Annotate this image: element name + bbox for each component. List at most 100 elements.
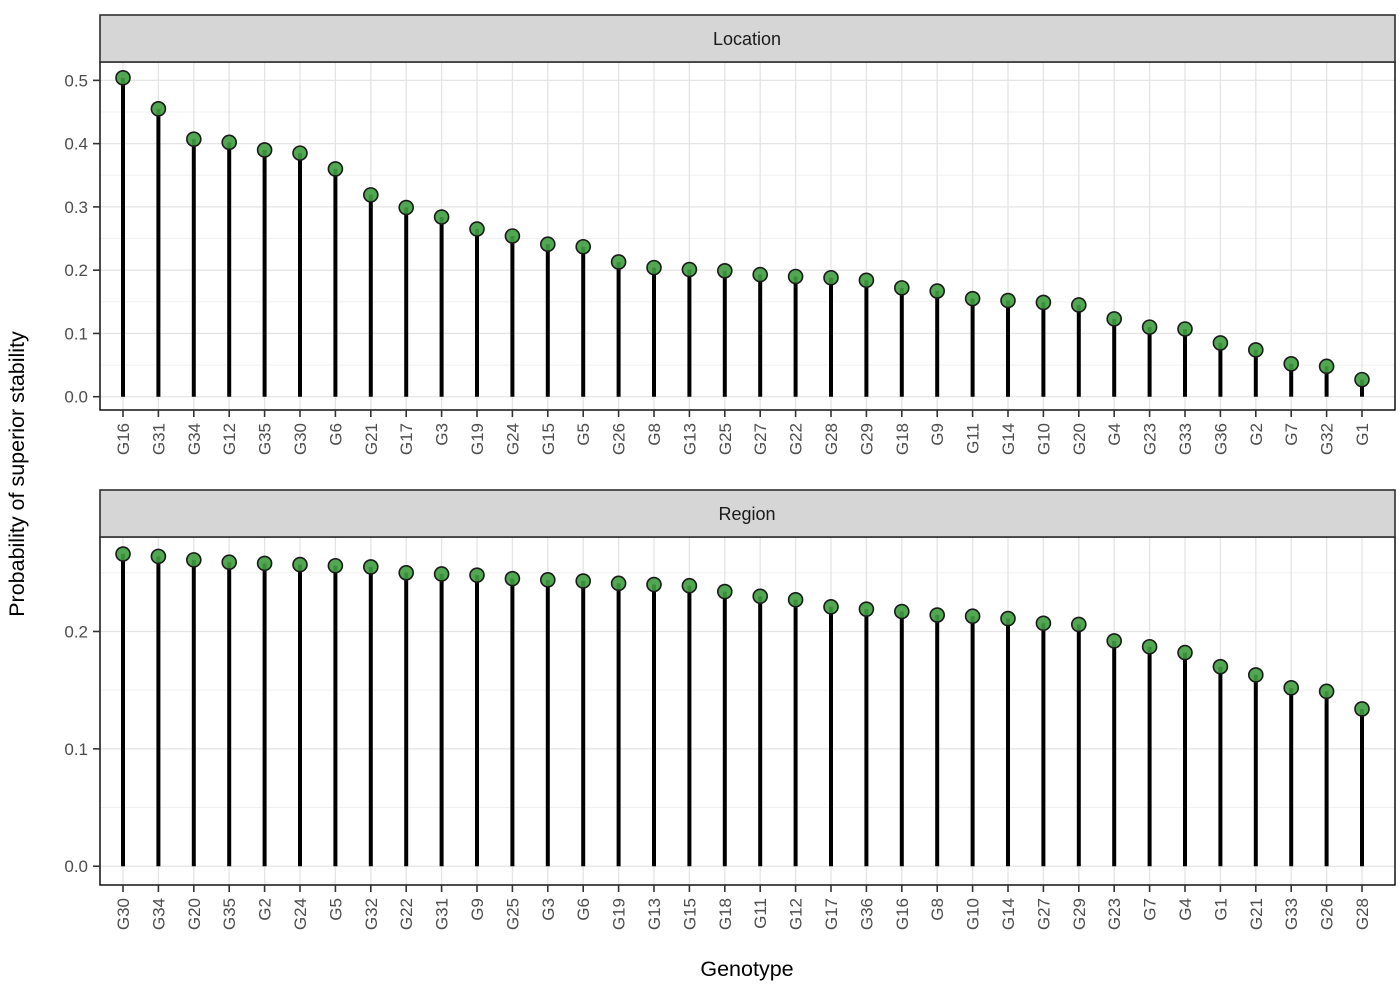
data-point bbox=[150, 548, 167, 565]
x-tick-label: G27 bbox=[751, 423, 770, 455]
x-tick-label: G31 bbox=[149, 423, 168, 455]
x-tick-label: G30 bbox=[291, 423, 310, 455]
x-tick-label: G33 bbox=[1282, 898, 1301, 930]
x-tick-label: G7 bbox=[1282, 423, 1301, 446]
x-tick-label: G26 bbox=[610, 423, 629, 455]
data-point bbox=[964, 608, 981, 625]
x-tick-label: G34 bbox=[185, 423, 204, 455]
data-point bbox=[823, 599, 839, 615]
y-tick-label: 0.1 bbox=[64, 740, 88, 759]
data-point bbox=[1106, 311, 1122, 327]
x-tick-label: G36 bbox=[1211, 423, 1230, 455]
x-tick-label: G35 bbox=[256, 423, 275, 455]
data-point bbox=[929, 607, 946, 623]
x-tick-label: G3 bbox=[433, 423, 452, 446]
data-point bbox=[787, 268, 804, 285]
data-point bbox=[150, 101, 167, 117]
data-point bbox=[256, 555, 273, 572]
chart-generated-layers: 0.0 0.1 0.2 0.3 0.4 0.5 G16 G31 G34 G12 G35 G30 G6 G2… bbox=[64, 14, 1396, 930]
data-point bbox=[1354, 701, 1370, 717]
x-tick-label: G14 bbox=[999, 898, 1018, 930]
data-point bbox=[646, 259, 662, 276]
data-point bbox=[893, 603, 910, 620]
y-tick-label: 0.2 bbox=[64, 622, 88, 641]
x-tick-label: G25 bbox=[503, 898, 522, 930]
data-point bbox=[1000, 292, 1016, 309]
x-tick-label: G6 bbox=[574, 898, 593, 921]
data-point bbox=[1212, 658, 1229, 675]
data-point bbox=[964, 290, 981, 307]
x-tick-label: G18 bbox=[716, 898, 735, 930]
x-tick-label: G16 bbox=[893, 898, 912, 930]
x-tick-label: G15 bbox=[680, 898, 699, 930]
x-tick-label: G36 bbox=[857, 898, 876, 930]
data-point bbox=[398, 564, 415, 581]
data-point bbox=[610, 254, 627, 270]
y-tick-label: 0.5 bbox=[64, 71, 88, 90]
data-point bbox=[1177, 644, 1193, 661]
data-point bbox=[221, 134, 237, 151]
data-point bbox=[716, 583, 733, 600]
data-point bbox=[646, 576, 662, 593]
x-tick-label: G23 bbox=[1105, 898, 1124, 930]
x-tick-label: G9 bbox=[468, 898, 487, 921]
x-tick-label: G5 bbox=[574, 423, 593, 446]
x-tick-label: G1 bbox=[1353, 423, 1372, 446]
y-tick-label: 0.0 bbox=[64, 388, 88, 407]
data-point bbox=[186, 552, 202, 568]
x-tick-label: G30 bbox=[114, 898, 133, 930]
data-point bbox=[1354, 371, 1370, 388]
x-tick-label: G28 bbox=[822, 423, 841, 455]
data-point bbox=[1035, 615, 1052, 632]
data-point bbox=[681, 261, 698, 278]
data-point bbox=[1071, 297, 1087, 313]
x-tick-label: G19 bbox=[468, 423, 487, 455]
data-point bbox=[327, 161, 344, 177]
x-tick-label: G13 bbox=[680, 423, 699, 455]
x-tick-label: G10 bbox=[1034, 423, 1053, 455]
x-tick-label: G11 bbox=[964, 423, 983, 454]
x-tick-label: G15 bbox=[539, 423, 558, 455]
x-tick-label: G12 bbox=[787, 898, 806, 930]
y-axis-title: Probability of superior stability bbox=[5, 331, 29, 617]
x-tick-label: G11 bbox=[751, 898, 770, 929]
data-point bbox=[539, 572, 556, 588]
y-tick-label: 0.4 bbox=[64, 135, 88, 154]
data-point bbox=[610, 575, 627, 592]
data-point bbox=[1248, 667, 1264, 683]
data-point bbox=[787, 591, 804, 608]
x-tick-label: G10 bbox=[964, 898, 983, 930]
data-point bbox=[115, 70, 131, 86]
data-point bbox=[504, 228, 521, 244]
x-tick-label: G26 bbox=[1318, 898, 1337, 930]
facet-location: 0.0 0.1 0.2 0.3 0.4 0.5 G16 G31 G34 G12 G35 G30 G6 G2… bbox=[64, 14, 1396, 455]
x-tick-label: G16 bbox=[114, 423, 133, 455]
data-point bbox=[469, 221, 485, 237]
data-point bbox=[469, 567, 485, 583]
data-point bbox=[575, 573, 592, 589]
x-tick-label: G5 bbox=[326, 898, 345, 921]
x-tick-label: G35 bbox=[220, 898, 239, 930]
data-point bbox=[327, 557, 344, 574]
x-tick-label: G17 bbox=[822, 898, 841, 930]
x-tick-label: G23 bbox=[1141, 423, 1160, 455]
x-tick-label: G33 bbox=[1176, 423, 1195, 455]
data-point bbox=[433, 566, 450, 582]
data-point bbox=[362, 559, 379, 575]
data-point bbox=[575, 238, 592, 255]
x-tick-label: G13 bbox=[645, 898, 664, 930]
data-point bbox=[1283, 356, 1299, 372]
data-point bbox=[1318, 358, 1335, 375]
x-tick-label: G28 bbox=[1353, 898, 1372, 930]
x-tick-label: G25 bbox=[716, 423, 735, 455]
data-point bbox=[752, 266, 769, 283]
panel-background bbox=[100, 62, 1395, 410]
data-point bbox=[115, 546, 131, 562]
x-tick-label: G2 bbox=[1247, 423, 1266, 446]
x-tick-label: G24 bbox=[503, 423, 522, 455]
y-tick-label: 0.1 bbox=[64, 324, 88, 343]
data-point bbox=[1000, 610, 1016, 627]
x-tick-label: G22 bbox=[787, 423, 806, 455]
data-point bbox=[752, 588, 769, 605]
